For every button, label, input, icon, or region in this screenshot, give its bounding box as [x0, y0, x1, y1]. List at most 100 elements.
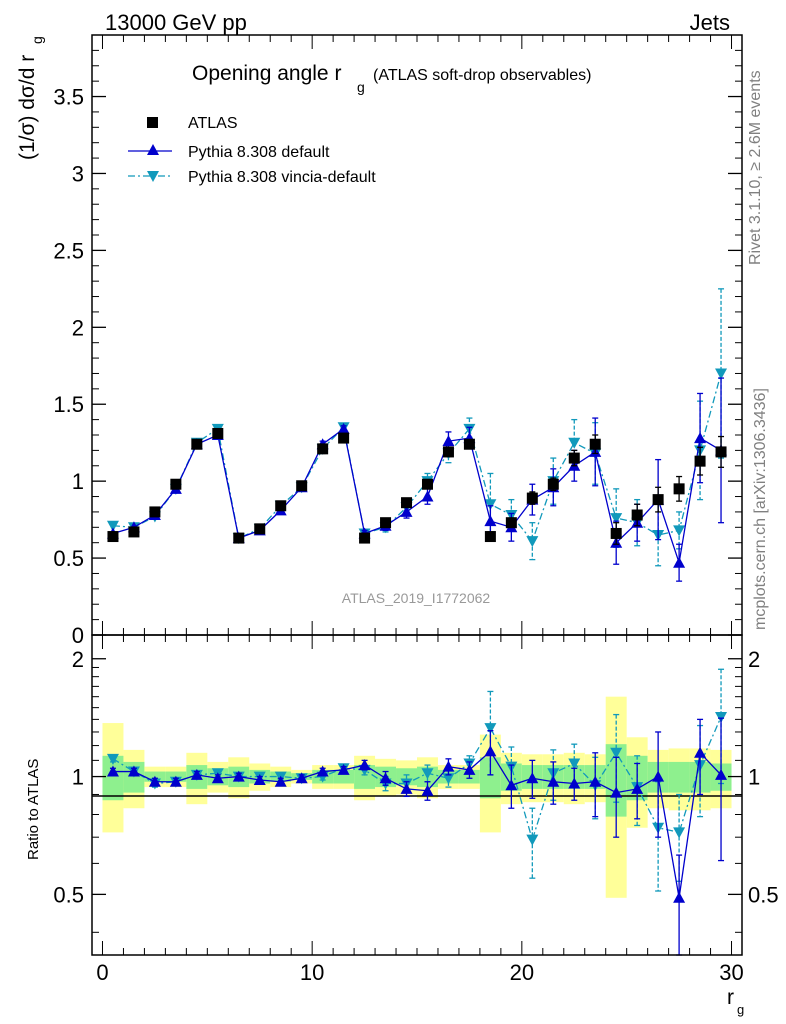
main-y-tick-label: 3 — [72, 161, 84, 186]
ratio-data-point — [484, 745, 497, 757]
ratio-data-point — [442, 760, 455, 772]
main-data-point — [149, 506, 161, 518]
main-data-point — [106, 520, 119, 532]
main-y-tick-label: 1.5 — [53, 392, 84, 417]
main-data-point — [526, 492, 538, 504]
ratio-data-point — [358, 759, 371, 771]
ratio-data-point — [106, 765, 119, 777]
main-y-label: (1/σ) dσ/d r — [16, 55, 39, 160]
legend-atlas-label: ATLAS — [188, 115, 238, 132]
main-data-point — [484, 531, 496, 543]
legend: ATLAS Pythia 8.308 default Pythia 8.308 … — [128, 115, 376, 186]
main-data-point — [652, 494, 664, 506]
ratio-data-point — [568, 758, 581, 770]
ratio-band-inner — [354, 765, 376, 789]
main-y-tick-label: 2.5 — [53, 238, 84, 263]
plot-title-sub: g — [357, 79, 365, 95]
ratio-data-point — [274, 775, 287, 787]
main-data-point — [212, 427, 224, 439]
main-data-point — [673, 483, 685, 495]
x-tick-label: 30 — [719, 960, 743, 985]
x-tick-label: 20 — [510, 960, 534, 985]
ratio-data-point — [610, 786, 623, 798]
main-data-point — [631, 509, 643, 521]
main-y-tick-label: 1 — [72, 469, 84, 494]
ratio-data-point — [232, 770, 245, 782]
main-data-point — [401, 497, 413, 509]
ratio-data-point — [652, 770, 665, 782]
ratio-data-point — [631, 782, 644, 794]
ratio-data-point — [715, 711, 728, 723]
main-data-point — [673, 556, 686, 568]
ratio-data-point — [127, 765, 140, 777]
ratio-data-point — [148, 775, 161, 787]
ratio-y-tick-label-right: 0.5 — [748, 882, 779, 907]
ratio-data-point — [505, 779, 518, 791]
ratio-data-point — [715, 768, 728, 780]
x-axis-label-sub: g — [737, 1002, 744, 1017]
main-data-point — [589, 438, 601, 450]
main-series-line — [112, 373, 722, 543]
main-data-point — [421, 478, 433, 490]
main-data-point — [442, 435, 455, 447]
ratio-data-point — [337, 763, 350, 775]
rivet-label: Rivet 3.1.10, ≥ 2.6M events — [747, 70, 764, 265]
ratio-data-point — [673, 891, 686, 903]
ratio-data-point — [421, 784, 434, 796]
main-data-point — [568, 452, 580, 464]
ratio-band-inner — [668, 761, 690, 793]
main-series-line — [112, 427, 722, 563]
main-data-point — [128, 526, 140, 538]
legend-atlas-marker — [147, 117, 158, 128]
main-y-tick-label: 0.5 — [53, 546, 84, 571]
ratio-data-point — [106, 753, 119, 765]
ratio-y-axis: 0.5 0.5 1 1 2 2 — [53, 647, 779, 933]
ratio-data-point — [190, 768, 203, 780]
ratio-data-point — [379, 772, 392, 784]
main-y-label-sub: g — [29, 36, 45, 44]
ratio-data-point — [253, 773, 266, 785]
ratio-series-0 — [106, 717, 728, 956]
ratio-band-inner — [102, 755, 124, 801]
main-data-point — [610, 513, 623, 525]
ratio-data-point — [610, 747, 623, 759]
main-y-tick-label: 0 — [72, 623, 84, 648]
main-data-point — [170, 478, 182, 490]
mcplots-label: mcplots.cern.ch [arXiv:1306.3436] — [752, 388, 769, 630]
ratio-data-point — [463, 763, 476, 775]
ratio-data-point — [169, 775, 182, 787]
ratio-y-tick-label-right: 2 — [748, 647, 760, 672]
plot-title-note: (ATLAS soft-drop observables) — [373, 67, 591, 84]
ratio-data-point — [526, 834, 539, 846]
main-data-point — [610, 527, 622, 539]
main-data-point — [673, 525, 686, 537]
main-data-point — [484, 499, 497, 511]
header-left: 13000 GeV pp — [105, 10, 247, 35]
main-data-point — [233, 532, 245, 544]
main-data-point — [400, 505, 413, 517]
x-tick-label: 10 — [300, 960, 324, 985]
main-data-point — [191, 438, 203, 450]
main-data-point — [421, 490, 434, 502]
ratio-data-point — [568, 777, 581, 789]
ratio-y-tick-label: 2 — [72, 647, 84, 672]
ratio-y-tick-label-right: 1 — [748, 765, 760, 790]
ratio-data-point — [211, 772, 224, 784]
main-data-point — [505, 517, 517, 529]
main-data-point — [317, 443, 329, 455]
main-data-point — [547, 478, 559, 490]
main-data-point — [694, 432, 707, 444]
ratio-y-tick-label: 0.5 — [53, 882, 84, 907]
main-y-tick-label: 2 — [72, 315, 84, 340]
legend-default-marker — [147, 144, 159, 155]
ratio-series-line — [112, 716, 722, 842]
ratio-x-axis: 0 10 20 30 — [96, 635, 744, 985]
legend-default-label: Pythia 8.308 default — [188, 144, 330, 161]
main-data-point — [715, 368, 728, 380]
ratio-data-point — [526, 772, 539, 784]
ratio-band-inner — [333, 769, 355, 784]
main-y-tick-label: 3.5 — [53, 85, 84, 110]
ratio-data-point — [442, 773, 455, 785]
ratio-y-label: Ratio to ATLAS — [25, 759, 42, 860]
main-data-point — [463, 438, 475, 450]
